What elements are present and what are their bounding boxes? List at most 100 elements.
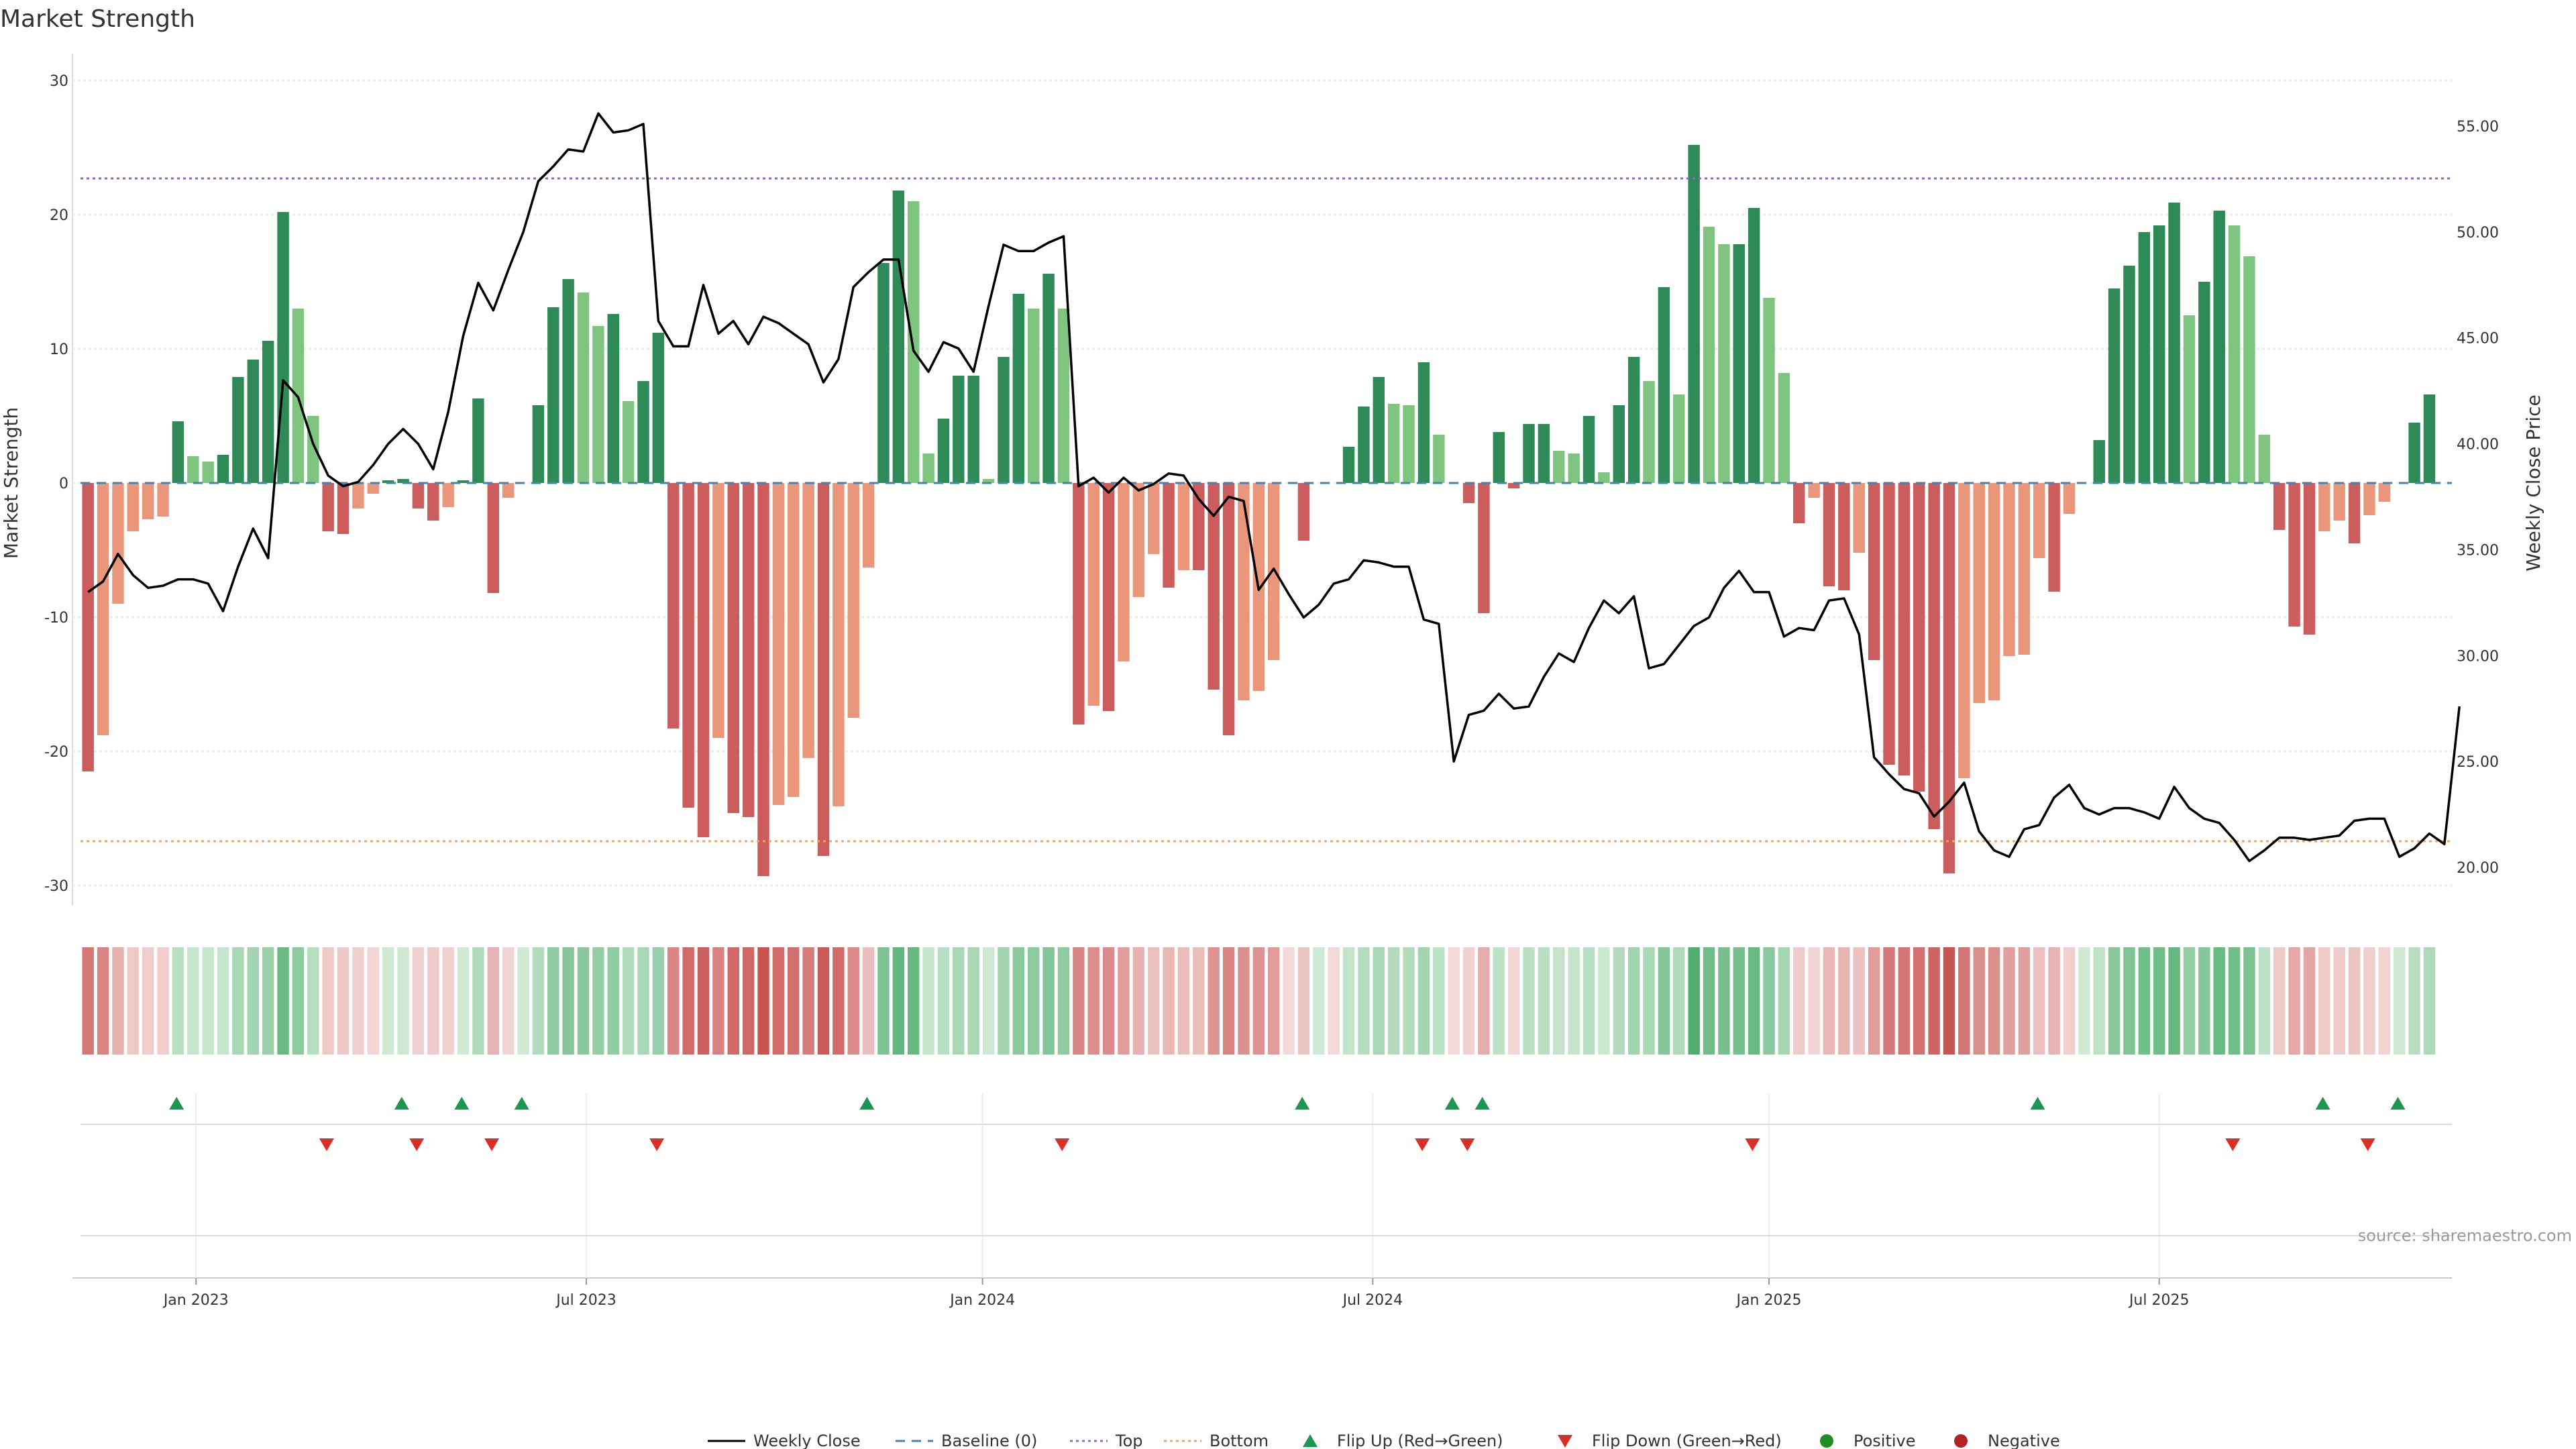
strength-bar-negative xyxy=(2333,483,2345,521)
strength-bar-positive xyxy=(1433,435,1445,483)
strength-bar-positive xyxy=(2423,394,2436,483)
heat-cell xyxy=(1913,947,1925,1055)
strength-bar-positive xyxy=(2228,225,2241,483)
strength-bar-negative xyxy=(682,483,694,808)
strength-bar-positive xyxy=(457,480,470,483)
heat-cell xyxy=(2348,947,2361,1055)
heat-cell xyxy=(292,947,305,1055)
y2-axis-title: Weekly Close Price xyxy=(2522,394,2544,571)
heat-cell xyxy=(532,947,545,1055)
strength-bar-negative xyxy=(862,483,875,568)
flip-up-marker xyxy=(1444,1097,1460,1110)
flip-up-marker xyxy=(454,1097,470,1110)
heat-cell xyxy=(1778,947,1790,1055)
strength-bar-negative xyxy=(502,483,515,498)
heat-cell xyxy=(2123,947,2135,1055)
strength-bar-negative xyxy=(487,483,499,593)
heat-cell xyxy=(97,947,109,1055)
strength-bar-negative xyxy=(1898,483,1911,775)
heat-cell xyxy=(1673,947,1685,1055)
heat-cell xyxy=(1057,947,1070,1055)
strength-bar-negative xyxy=(2033,483,2045,558)
strength-bar-negative xyxy=(1868,483,1880,660)
strength-bar-positive xyxy=(1523,424,1535,483)
heat-cell xyxy=(2393,947,2406,1055)
heat-cell xyxy=(1342,947,1355,1055)
strength-bar-positive xyxy=(607,314,619,483)
y2-tick-label: 45.00 xyxy=(2457,331,2499,347)
heat-cell xyxy=(337,947,350,1055)
heat-cell xyxy=(2258,947,2271,1055)
legend-item: Baseline (0) xyxy=(896,1432,1037,1449)
strength-bar-positive xyxy=(1538,424,1550,483)
legend-label: Baseline (0) xyxy=(941,1432,1037,1449)
flip-up-marker xyxy=(169,1097,184,1110)
strength-bar-negative xyxy=(1193,483,1205,570)
strength-bar-negative xyxy=(1913,483,1925,792)
y-tick-label: -20 xyxy=(44,744,68,761)
flip-up-marker xyxy=(394,1097,409,1110)
strength-bar-positive xyxy=(937,419,950,483)
strength-bar-positive xyxy=(1042,274,1055,483)
y2-tick-label: 25.00 xyxy=(2457,754,2499,771)
flip-up-marker xyxy=(2315,1097,2330,1110)
heat-cell xyxy=(457,947,470,1055)
strength-bar-negative xyxy=(1132,483,1145,597)
heat-cell xyxy=(1478,947,1490,1055)
heat-cell xyxy=(1763,947,1775,1055)
heat-cell xyxy=(2063,947,2076,1055)
heat-cell xyxy=(1373,947,1385,1055)
heat-cell xyxy=(2288,947,2300,1055)
strength-bar-negative xyxy=(1823,483,1835,586)
heat-cell xyxy=(1627,947,1640,1055)
heat-cell xyxy=(1132,947,1145,1055)
strength-bar-negative xyxy=(97,483,109,735)
strength-bar-positive xyxy=(1403,405,1415,483)
strength-bar-positive xyxy=(1627,357,1640,483)
strength-bar-positive xyxy=(1553,451,1565,483)
heat-cell xyxy=(82,947,94,1055)
weekly-close-line xyxy=(87,112,2461,863)
heat-cell xyxy=(1853,947,1865,1055)
heat-cell xyxy=(1267,947,1280,1055)
heat-cell xyxy=(1448,947,1460,1055)
strength-bar-positive xyxy=(2198,282,2210,483)
heat-cell xyxy=(277,947,289,1055)
heat-cell xyxy=(1688,947,1700,1055)
heat-cell xyxy=(1087,947,1099,1055)
strength-bar-positive xyxy=(562,279,574,483)
strength-bar-positive xyxy=(1373,377,1385,483)
strength-bar-positive xyxy=(397,479,409,483)
strength-bar-positive xyxy=(1342,447,1355,483)
strength-bar-positive xyxy=(247,360,260,483)
legend-item: Bottom xyxy=(1164,1432,1269,1449)
y2-tick-label: 40.00 xyxy=(2457,437,2499,453)
strength-bar-negative xyxy=(2303,483,2316,635)
heat-cell xyxy=(982,947,995,1055)
strength-bar-negative xyxy=(1958,483,1970,778)
strength-bar-negative xyxy=(1928,483,1940,829)
heat-cell xyxy=(1538,947,1550,1055)
strength-bar-positive xyxy=(382,480,394,483)
legend-swatch-triangle-down xyxy=(1558,1435,1572,1448)
heat-cell xyxy=(262,947,274,1055)
heat-cell xyxy=(607,947,619,1055)
strength-bar-positive xyxy=(1733,244,1745,483)
heat-cell xyxy=(622,947,635,1055)
heat-cell xyxy=(2153,947,2165,1055)
source-note: source: sharemaestro.com xyxy=(2358,1226,2572,1245)
weekly-close-series xyxy=(87,112,2461,863)
strength-bar-positive xyxy=(2138,232,2151,483)
strength-bar-positive xyxy=(1417,362,1430,483)
heat-cell xyxy=(2138,947,2151,1055)
heat-cell xyxy=(1793,947,1805,1055)
strength-bar-negative xyxy=(1478,483,1490,613)
strength-bar-positive xyxy=(532,405,545,483)
strength-bar-positive xyxy=(1658,287,1670,483)
strength-bar-positive xyxy=(1387,404,1400,483)
strength-bar-negative xyxy=(1087,483,1099,706)
strength-bar-negative xyxy=(1267,483,1280,660)
legend-item: Top xyxy=(1070,1432,1143,1449)
strength-bar-negative xyxy=(833,483,845,806)
